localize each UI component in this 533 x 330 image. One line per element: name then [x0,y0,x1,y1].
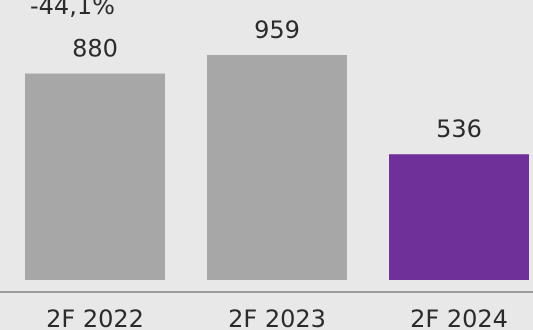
x-tick-label: 2F 2023 [228,305,326,330]
bar-2f-2023 [207,55,347,280]
data-label: 959 [254,16,300,44]
data-label: 880 [72,35,118,63]
bar-2f-2022 [25,73,165,280]
bar-2f-2024 [389,154,529,280]
x-tick-labels: 2F 2022 2F 2023 2F 2024 [46,305,508,330]
x-tick-label: 2F 2022 [46,305,144,330]
change-annotation: -44,1% [30,0,115,20]
x-tick-label: 2F 2024 [410,305,508,330]
bars-group: 880 959 536 [25,16,529,280]
data-label: 536 [436,115,482,143]
